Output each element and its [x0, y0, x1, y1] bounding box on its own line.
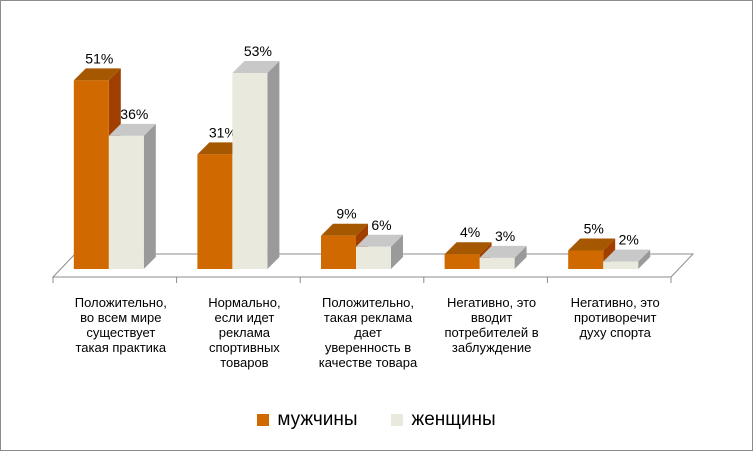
- category-label-line: такая реклама: [323, 310, 413, 325]
- value-label-women-1: 53%: [244, 43, 272, 59]
- category-label-2: Положительно, такая реклама дает уверенност…: [309, 295, 427, 370]
- category-label-line: спортивных: [208, 340, 280, 355]
- value-label-men-4: 5%: [584, 221, 604, 237]
- bar-women-3: [479, 245, 527, 269]
- legend-swatch-men: [257, 414, 270, 426]
- category-label-line: потребителей в: [444, 325, 539, 340]
- value-label-women-3: 3%: [495, 228, 515, 244]
- value-label-women-4: 2%: [619, 232, 639, 248]
- category-label-line: дает: [354, 325, 382, 340]
- category-label-line: Негативно, это: [570, 295, 660, 310]
- bar-women-0: [108, 123, 156, 270]
- value-label-men-3: 4%: [460, 224, 480, 240]
- legend-item-women: женщины: [391, 409, 496, 431]
- legend: мужчины женщины: [1, 409, 752, 431]
- value-label-men-2: 9%: [336, 206, 356, 222]
- bar-women-1: [232, 61, 280, 269]
- category-label-line: товаров: [220, 355, 269, 370]
- category-label-line: качестве товара: [318, 355, 418, 370]
- value-label-men-1: 31%: [209, 124, 237, 140]
- category-label-line: во всем мире: [80, 310, 162, 325]
- category-label-line: Положительно,: [321, 295, 415, 310]
- category-label-line: уверенность в: [324, 340, 412, 355]
- category-label-line: противоречит: [573, 310, 657, 325]
- category-label-0: Положительно, во всем мире существует такая…: [62, 295, 180, 355]
- category-label-line: Негативно, это: [447, 295, 537, 310]
- category-label-4: Негативно, это противоречит духу спорта: [556, 295, 674, 340]
- category-label-line: заблуждение: [451, 340, 532, 355]
- value-label-men-0: 51%: [85, 50, 113, 66]
- legend-item-men: мужчины: [257, 409, 357, 431]
- category-label-line: существует: [86, 325, 156, 340]
- category-label-line: если идет: [214, 310, 275, 325]
- legend-label-men: мужчины: [277, 409, 358, 430]
- bar-women-4: [603, 249, 651, 269]
- legend-swatch-women: [391, 414, 404, 426]
- category-label-line: Нормально,: [208, 295, 281, 310]
- category-label-line: Положительно,: [74, 295, 167, 310]
- category-label-line: духу спорта: [579, 325, 651, 340]
- category-label-1: Нормально, если идет реклама спортивных това…: [185, 295, 303, 370]
- value-label-women-0: 36%: [120, 106, 148, 122]
- bar-women-2: [356, 234, 403, 269]
- category-label-line: реклама: [218, 325, 271, 340]
- category-label-3: Негативно, это вводит потребителей в заблуж…: [433, 295, 551, 355]
- category-label-line: вводит: [470, 310, 513, 325]
- value-label-women-2: 6%: [371, 217, 391, 233]
- category-label-line: такая практика: [75, 340, 167, 355]
- legend-label-women: женщины: [411, 409, 496, 430]
